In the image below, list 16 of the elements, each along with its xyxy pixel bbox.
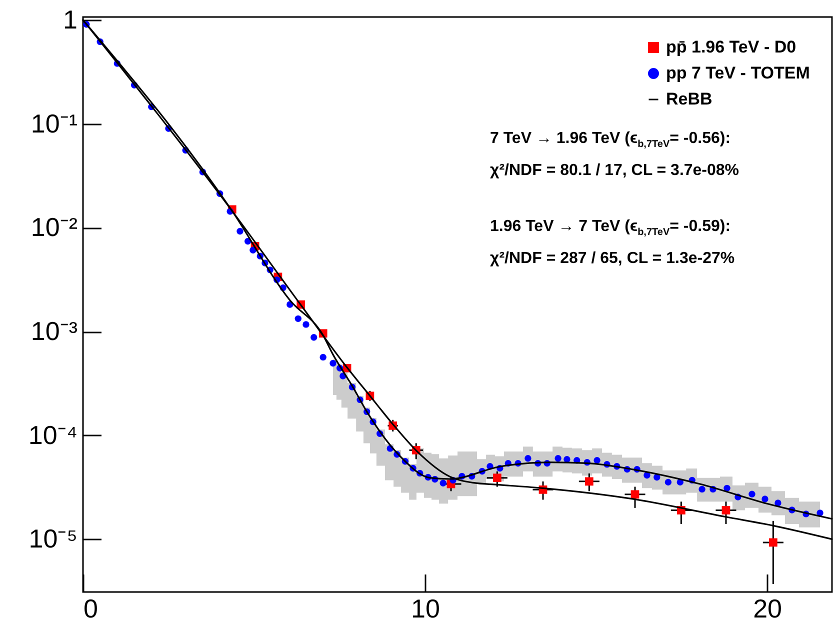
y-tick-label: 10⁻³: [30, 316, 78, 346]
legend-label: ReBB: [666, 90, 712, 108]
annotation: 7 TeV → 1.96 TeV (ϵ$_{b,7TeV}$= -0.56):: [490, 129, 732, 152]
y-tick-label: 10⁻⁵: [28, 524, 78, 554]
y-tick-label: 10⁻²: [30, 212, 78, 242]
annotation: χ²/NDF = 287 / 65, CL = 1.3e-27%: [490, 249, 736, 270]
annotation: χ²/NDF = 80.1 / 17, CL = 3.7e-08%: [490, 161, 740, 182]
y-tick-label: 10⁻¹: [30, 108, 78, 138]
legend-label: pp 7 TeV - TOTEM: [666, 64, 810, 82]
x-tick-label: 20: [753, 594, 782, 623]
y-tick-label: 1: [63, 4, 78, 35]
y-tick-label: 10⁻⁴: [28, 420, 78, 450]
annotation: 1.96 TeV → 7 TeV (ϵ$_{b,7TeV}$= -0.59):: [490, 217, 732, 240]
x-tick-label: 0: [84, 594, 98, 623]
x-tick-label: 10: [411, 594, 440, 623]
legend-label: pp̄ 1.96 TeV - D0: [666, 38, 796, 56]
